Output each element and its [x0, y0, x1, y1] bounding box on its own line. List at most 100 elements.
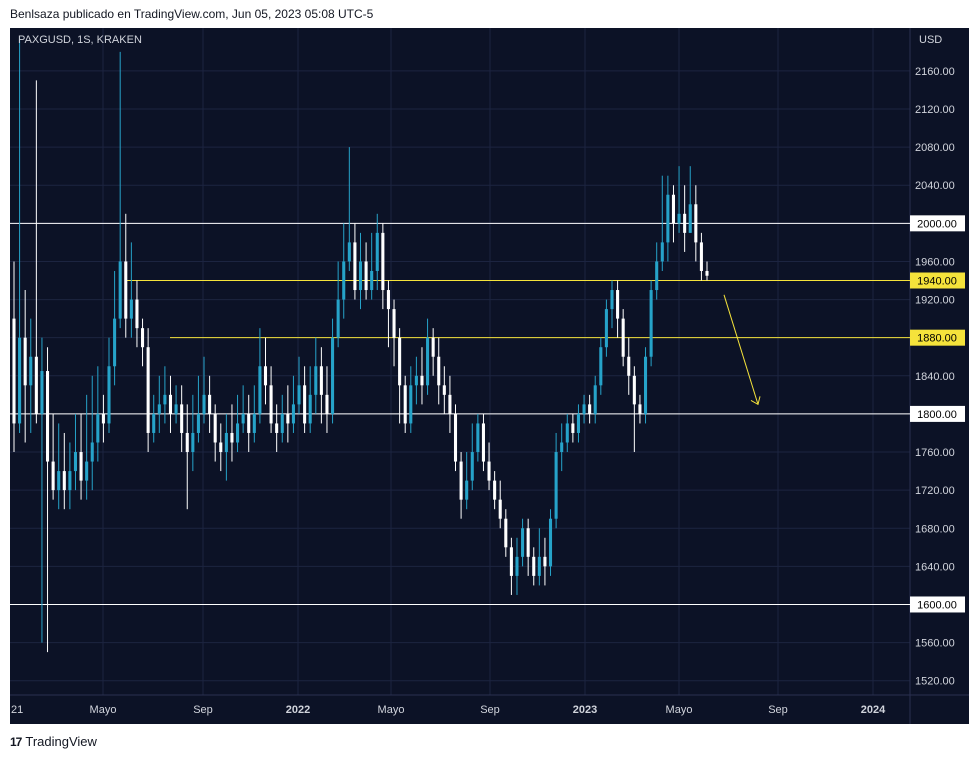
candle-body — [364, 261, 368, 291]
candle-body — [353, 242, 357, 291]
y-tick-label: 1760.00 — [915, 447, 955, 459]
candle-body — [45, 371, 50, 462]
candle-body — [616, 290, 620, 319]
candle-body — [442, 385, 446, 395]
candle-body — [208, 394, 212, 414]
candle-body — [113, 318, 117, 367]
candle-body — [705, 270, 709, 276]
candle-body — [588, 404, 592, 414]
candle-body — [163, 394, 167, 405]
price-tag-label: 1940.00 — [917, 276, 957, 288]
price-tag-bg — [910, 405, 965, 422]
y-tick-label: 1720.00 — [915, 485, 955, 497]
price-tag-label: 1600.00 — [917, 599, 957, 611]
y-tick-label: 1840.00 — [915, 371, 955, 383]
candle-body — [168, 394, 173, 414]
price-tag-bg — [910, 596, 965, 613]
candle-body — [610, 290, 614, 310]
candle-body — [174, 404, 178, 414]
x-tick-label: 2023 — [573, 704, 597, 716]
candle-body — [236, 423, 240, 443]
y-tick-label: 2120.00 — [915, 104, 955, 116]
y-tick-label: 1520.00 — [915, 676, 955, 688]
candle-body — [666, 194, 670, 243]
candle-body — [537, 556, 541, 576]
candle-body — [129, 299, 133, 319]
candle-body — [699, 242, 703, 271]
candle-body — [476, 423, 480, 453]
candle-body — [263, 366, 268, 386]
candle-body — [431, 337, 435, 357]
price-tag-label: 2000.00 — [917, 218, 957, 230]
y-tick-label: 1960.00 — [915, 256, 955, 268]
candle-body — [420, 375, 424, 386]
candle-body — [68, 471, 72, 491]
candle-body — [655, 261, 659, 291]
candle-body — [96, 413, 100, 443]
candle-body — [521, 528, 525, 557]
y-tick-label: 2080.00 — [915, 142, 955, 154]
candle-body — [286, 413, 290, 424]
candle-body — [660, 242, 664, 262]
candle-body — [157, 404, 161, 414]
candle-body — [314, 366, 318, 395]
x-tick-label: Mayo — [666, 704, 693, 716]
candle-body — [576, 413, 580, 433]
candle-body — [599, 347, 603, 386]
price-chart[interactable]: 1520.00 1560.00 1600.00 1640.00 1680.00 1720.… — [10, 28, 969, 724]
tradingview-logo-icon: 17 — [10, 734, 22, 749]
candle-body — [560, 442, 564, 453]
candle-body — [565, 423, 569, 443]
candle-body — [57, 471, 61, 491]
candle-body — [414, 375, 418, 386]
candle-body — [90, 442, 94, 462]
candle-body — [493, 480, 497, 500]
candle-body — [582, 404, 586, 414]
candle-body — [51, 461, 55, 491]
candle-body — [191, 432, 195, 453]
candle-body — [40, 371, 44, 414]
x-tick-label: Sep — [480, 704, 500, 716]
candle-body — [487, 461, 491, 481]
candle-body — [504, 518, 508, 548]
candle-body — [683, 213, 687, 233]
candle-body — [688, 204, 692, 233]
candle-body — [258, 366, 262, 414]
candle-body — [571, 423, 575, 433]
y-tick-label: 1680.00 — [915, 523, 955, 535]
candle-body — [649, 290, 653, 357]
y-tick-label: 1920.00 — [915, 295, 955, 307]
y-tick-label: 1640.00 — [915, 561, 955, 573]
candle-body — [526, 528, 530, 557]
publisher-header: Benlsaza publicado en TradingView.com, J… — [10, 7, 374, 21]
candle-body — [643, 356, 648, 414]
candle-body — [593, 385, 597, 414]
candle-body — [252, 413, 256, 433]
candle-body — [470, 452, 474, 481]
candle-body — [554, 452, 558, 519]
candlestick-chart-svg[interactable]: 1520.00 1560.00 1600.00 1640.00 1680.00 1720.… — [10, 28, 969, 724]
candle-body — [297, 385, 301, 405]
candle-body — [532, 556, 536, 576]
candle-body — [202, 394, 206, 414]
candle-body — [18, 337, 22, 424]
y-tick-label: 2160.00 — [915, 66, 955, 78]
x-tick-label: 21 — [11, 704, 23, 716]
x-tick-label: Sep — [193, 704, 213, 716]
candle-body — [269, 385, 273, 424]
symbol-label: PAXGUSD, 1S, KRAKEN — [18, 34, 142, 46]
candle-body — [347, 242, 351, 262]
candle-body — [196, 413, 200, 433]
candle-body — [101, 413, 105, 424]
price-tag-label: 1880.00 — [917, 333, 957, 345]
candle-body — [331, 337, 335, 414]
candle-body — [213, 413, 217, 443]
arrow-annotation — [723, 294, 759, 405]
candle-body — [604, 309, 608, 348]
candle-body — [275, 423, 279, 433]
candle-body — [392, 309, 396, 338]
candle-body — [671, 194, 676, 224]
candle-body — [280, 413, 284, 433]
candle-body — [118, 261, 122, 319]
candle-body — [398, 337, 402, 386]
